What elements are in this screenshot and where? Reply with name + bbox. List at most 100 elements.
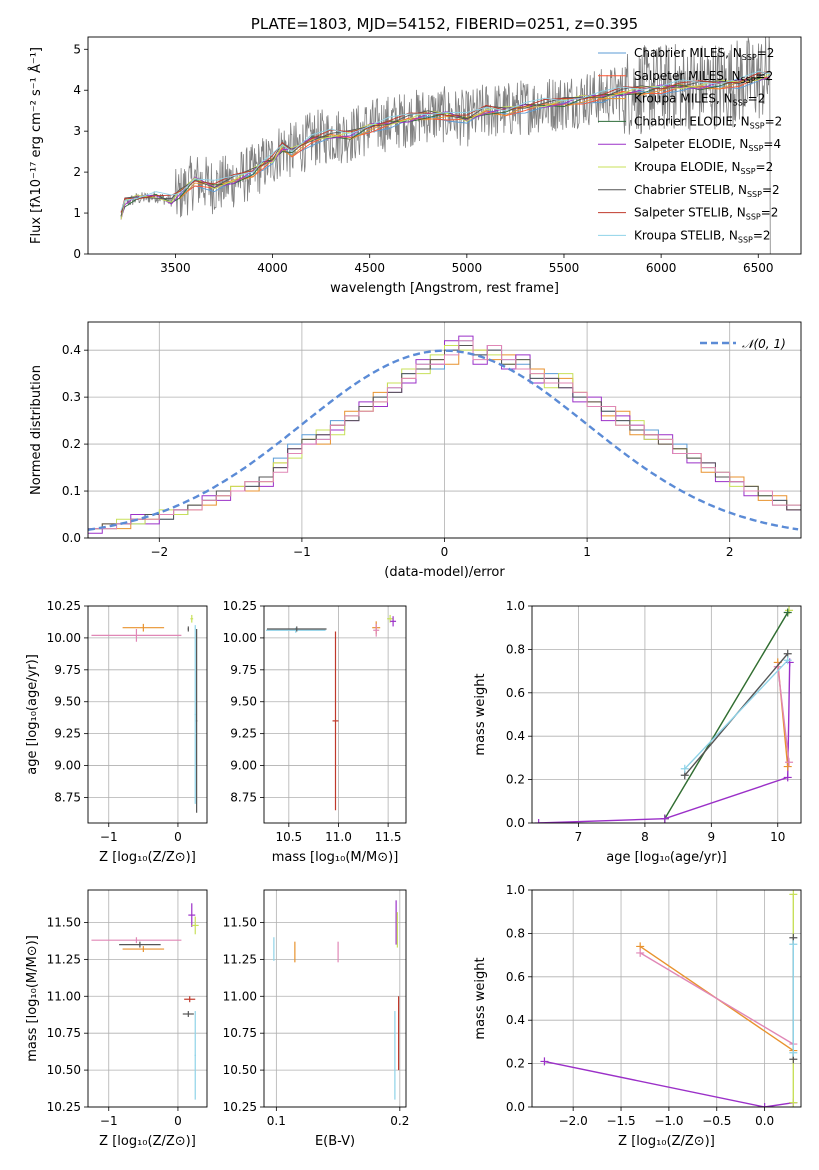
y-tick-label: 0.4 bbox=[506, 729, 525, 743]
y-tick-label: 0.6 bbox=[506, 970, 525, 984]
axes-frame bbox=[87, 605, 208, 824]
error-bar-point bbox=[195, 628, 198, 813]
weight-marker bbox=[760, 1103, 769, 1107]
y-tick-label: 0.4 bbox=[62, 343, 81, 357]
y-tick-label: 0.2 bbox=[62, 437, 81, 451]
x-tick-label: 2 bbox=[726, 545, 734, 559]
error-bar-point bbox=[390, 616, 397, 627]
x-tick-label: 1 bbox=[583, 545, 591, 559]
weight-marker bbox=[789, 1098, 798, 1107]
y-tick-label: 9.50 bbox=[54, 695, 81, 709]
axes-frame bbox=[531, 605, 802, 824]
y-tick-label: 8.75 bbox=[54, 790, 81, 804]
weight-marker bbox=[783, 762, 792, 771]
y-tick-label: 9.25 bbox=[54, 727, 81, 741]
legend-entry: Kroupa STELIB, NSSP=2 bbox=[634, 228, 771, 244]
x-tick-label: 3500 bbox=[160, 261, 191, 275]
weight-marker bbox=[534, 819, 543, 823]
weight-marker bbox=[680, 764, 689, 773]
weight-line bbox=[538, 662, 791, 823]
observed-spectrum bbox=[120, 37, 771, 254]
axes-frame bbox=[531, 889, 802, 1108]
panel-age-vs-mass: 10.5 11.0 11.5 8.75 9.00 9.25 9.50 9.75 10.00 10.… bbox=[223, 599, 407, 865]
weight-marker bbox=[785, 758, 794, 767]
histogram-series bbox=[88, 340, 801, 538]
panel-spectrum: 3500 4000 4500 5000 5500 6000 6500 0 1 2 3 4 5 wavele… bbox=[28, 15, 802, 296]
weight-marker bbox=[783, 656, 792, 665]
x-tick-label: 0 bbox=[174, 1114, 182, 1128]
legend-entry: Salpeter STELIB, NSSP=2 bbox=[634, 206, 778, 222]
error-bar-point bbox=[191, 916, 199, 935]
y-tick-label: 10.75 bbox=[223, 1026, 257, 1040]
error-bar-point bbox=[122, 946, 165, 952]
plot-area bbox=[91, 903, 199, 1100]
y-axis-label: mass [log₁₀(M/M⊙)] bbox=[25, 935, 40, 1062]
y-tick-label: 9.25 bbox=[230, 727, 257, 741]
plot-area bbox=[91, 614, 198, 813]
weight-line bbox=[777, 666, 790, 763]
weight-marker bbox=[789, 940, 798, 949]
y-tick-label: 0.2 bbox=[506, 1057, 525, 1071]
x-tick-label: −2 bbox=[150, 545, 168, 559]
legend-entry: Salpeter MILES, NSSP=2 bbox=[634, 69, 773, 85]
legend-entry: Kroupa MILES, NSSP=2 bbox=[634, 92, 765, 108]
y-tick-label: 0.6 bbox=[506, 686, 525, 700]
error-bar-point bbox=[190, 614, 194, 623]
x-axis-label: wavelength [Angstrom, rest frame] bbox=[330, 281, 559, 296]
y-tick-label: 9.00 bbox=[230, 759, 257, 773]
error-bar-point bbox=[194, 625, 196, 804]
x-tick-label: 9 bbox=[708, 830, 716, 844]
plot-area bbox=[540, 890, 798, 1107]
error-bar-point bbox=[332, 631, 339, 811]
y-tick-label: 0.1 bbox=[62, 484, 81, 498]
y-tick-label: 10.50 bbox=[223, 1063, 257, 1077]
y-tick-label: 10.25 bbox=[223, 1100, 257, 1114]
x-tick-label: −1.0 bbox=[654, 1114, 683, 1128]
legend-entry: Chabrier ELODIE, NSSP=2 bbox=[634, 114, 782, 130]
y-tick-label: 0.2 bbox=[506, 773, 525, 787]
panel-mass-vs-z: −1 0 10.25 10.50 10.75 11.00 11.25 11.50 Z [log₁… bbox=[25, 889, 208, 1149]
weight-marker bbox=[636, 948, 645, 957]
weight-marker bbox=[660, 814, 669, 823]
legend: Chabrier MILES, NSSP=2 Salpeter MILES, NS… bbox=[598, 46, 782, 244]
panel-age-vs-z: −1 0 8.75 9.00 9.25 9.50 9.75 10.00 10.25 Z [log₁… bbox=[25, 599, 208, 865]
weight-marker bbox=[789, 1048, 798, 1057]
y-tick-label: 0.3 bbox=[62, 390, 81, 404]
y-tick-label: 0.8 bbox=[506, 926, 525, 940]
weight-line bbox=[684, 659, 789, 770]
axes-frame bbox=[87, 321, 802, 539]
y-axis-label: mass weight bbox=[473, 673, 488, 755]
y-tick-label: 11.25 bbox=[223, 952, 257, 966]
y-tick-label: 0.0 bbox=[506, 1100, 525, 1114]
plot-area bbox=[265, 614, 397, 811]
legend: 𝒩(0, 1) bbox=[700, 337, 786, 351]
error-bar-point bbox=[91, 628, 182, 642]
x-tick-label: 0.1 bbox=[267, 1114, 286, 1128]
model-spectrum-line bbox=[179, 76, 770, 198]
plot-area bbox=[88, 335, 801, 538]
y-tick-label: 0.0 bbox=[506, 816, 525, 830]
plot-area bbox=[273, 900, 400, 1100]
y-tick-label: 2 bbox=[73, 165, 81, 179]
x-axis-label: Z [log₁₀(Z/Z⊙)] bbox=[99, 850, 196, 865]
weight-line bbox=[664, 612, 789, 820]
error-bar-point bbox=[91, 937, 182, 944]
x-tick-label: 6500 bbox=[743, 261, 774, 275]
x-tick-label: 7 bbox=[575, 830, 583, 844]
y-tick-label: 9.00 bbox=[54, 759, 81, 773]
error-bar-point bbox=[373, 623, 380, 637]
error-bar-point bbox=[182, 1011, 194, 1017]
weight-line bbox=[544, 1060, 794, 1107]
x-tick-label: 5500 bbox=[549, 261, 580, 275]
error-bar-point bbox=[184, 996, 196, 1003]
y-tick-label: 11.00 bbox=[47, 989, 81, 1003]
y-tick-label: 10.50 bbox=[47, 1063, 81, 1077]
x-axis-label: E(B-V) bbox=[315, 1134, 355, 1149]
axes-frame bbox=[87, 889, 208, 1108]
model-spectrum-line bbox=[120, 70, 770, 213]
weight-marker bbox=[783, 773, 792, 782]
normal-curve bbox=[88, 349, 799, 531]
y-tick-label: 0.4 bbox=[506, 1013, 525, 1027]
x-tick-label: −1.5 bbox=[606, 1114, 635, 1128]
plot-area bbox=[120, 37, 771, 254]
